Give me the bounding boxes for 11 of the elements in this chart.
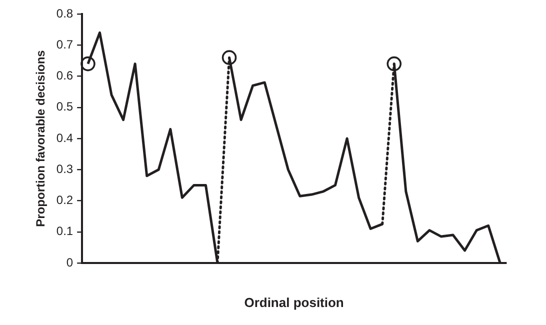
y-tick-label: 0.2 xyxy=(56,193,74,208)
y-axis-title: Proportion favorable decisions xyxy=(34,50,48,227)
y-tick-label: 0.3 xyxy=(56,162,74,176)
y-tick-label: 0.6 xyxy=(56,68,74,83)
x-axis-title: Ordinal position xyxy=(244,294,344,310)
y-tick-label: 0.5 xyxy=(56,100,74,114)
y-tick-label: 0 xyxy=(66,255,74,270)
y-tick-label: 0.1 xyxy=(56,224,74,238)
y-tick-label: 0.8 xyxy=(56,6,74,20)
y-tick-label: 0.4 xyxy=(56,130,74,145)
y-tick-label: 0.7 xyxy=(56,37,74,52)
